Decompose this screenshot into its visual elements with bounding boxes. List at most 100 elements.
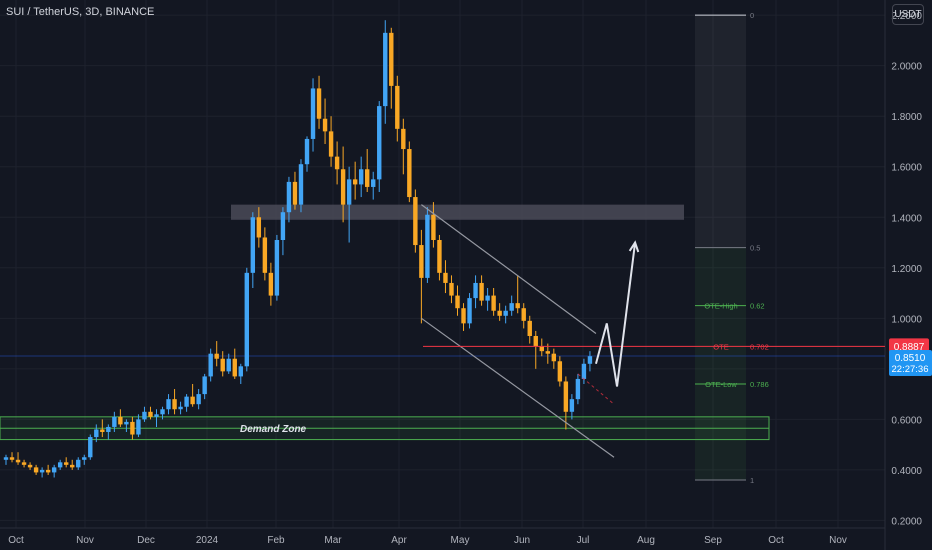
candle-body <box>407 149 412 198</box>
candle-body <box>497 310 502 316</box>
candle-body <box>401 128 406 150</box>
y-tick-label: 0.2000 <box>891 516 922 527</box>
candle-body <box>437 240 442 273</box>
fib-zone-upper <box>695 15 746 248</box>
candle-body <box>521 308 526 321</box>
candle-body <box>316 88 322 119</box>
fib-ratio-label: 0.62 <box>750 302 765 311</box>
candle-body <box>328 131 334 157</box>
candle-body <box>136 419 141 435</box>
x-tick-label: Nov <box>829 535 847 546</box>
ote-price-text: 0.8887 <box>894 342 925 353</box>
candle-body <box>431 214 436 240</box>
candle-body <box>491 295 496 311</box>
candle-body <box>9 457 15 460</box>
candle-body <box>51 467 57 473</box>
candle-body <box>545 351 550 354</box>
candle-body <box>39 469 45 473</box>
candle-body <box>557 361 563 382</box>
x-tick-label: Jun <box>514 535 530 546</box>
candle-body <box>172 399 177 410</box>
y-tick-label: 2.2000 <box>891 11 922 22</box>
candle-body <box>256 217 262 238</box>
countdown-text: 22:27:36 <box>892 364 929 375</box>
candle-body <box>286 181 292 213</box>
resistance-zone <box>231 204 684 220</box>
last-price-text: 0.8510 <box>895 353 926 364</box>
candle-body <box>274 240 280 296</box>
candle-body <box>533 336 538 347</box>
candle-body <box>563 381 569 412</box>
candle-body <box>124 421 129 425</box>
candle-body <box>473 282 478 299</box>
candle-body <box>154 414 159 417</box>
candle-body <box>94 429 99 438</box>
candle-body <box>389 32 394 86</box>
candle-body <box>21 462 27 465</box>
fib-ratio-label: 0 <box>750 11 754 20</box>
demand-zone-label: Demand Zone <box>240 424 307 435</box>
x-tick-label: Nov <box>76 535 94 546</box>
candle-body <box>352 179 358 185</box>
fib-ratio-label: 0.702 <box>750 342 769 351</box>
candle-body <box>479 282 484 301</box>
y-tick-label: 0.4000 <box>891 466 922 477</box>
fib-ratio-label: 0.5 <box>750 244 760 253</box>
candle-body <box>334 156 340 170</box>
y-tick-label: 2.0000 <box>891 62 922 73</box>
candle-body <box>208 353 213 377</box>
candle-body <box>298 164 304 205</box>
candle-body <box>395 85 400 129</box>
ote-price-badge <box>889 338 929 354</box>
candle-body <box>250 217 256 273</box>
candle-body <box>551 353 557 362</box>
candle-body <box>106 426 111 432</box>
y-tick-label: 1.0000 <box>891 314 922 325</box>
x-tick-label: Sep <box>704 535 722 546</box>
candle-body <box>443 272 448 283</box>
candle-body <box>142 411 147 420</box>
candle-body <box>220 358 225 372</box>
candle-body <box>268 272 274 296</box>
candle-body <box>70 464 75 468</box>
candle-body <box>148 411 153 417</box>
candle-body <box>57 462 63 468</box>
candle-body <box>340 169 346 205</box>
fib-level-label: OTE <box>713 342 728 351</box>
candle-body <box>310 88 316 139</box>
candle-body <box>449 282 454 296</box>
candle-body <box>244 272 249 367</box>
projection-dashed-line <box>577 373 615 405</box>
candle-body <box>467 298 472 324</box>
fib-level-label: OTE-High <box>704 302 737 311</box>
x-tick-label: 2024 <box>196 535 219 546</box>
candle-body <box>587 356 593 364</box>
x-tick-label: May <box>451 535 470 546</box>
candle-body <box>515 303 520 309</box>
candle-body <box>27 464 33 468</box>
candle-body <box>214 353 219 359</box>
x-tick-label: Feb <box>267 535 285 546</box>
candle-body <box>419 245 424 278</box>
y-tick-label: 0.6000 <box>891 415 922 426</box>
candle-body <box>509 303 514 311</box>
candle-body <box>539 346 544 352</box>
candle-body <box>485 295 490 301</box>
currency-button[interactable]: USDT <box>892 4 924 25</box>
y-tick-label: 1.2000 <box>891 264 922 275</box>
candle-body <box>88 437 93 458</box>
candle-body <box>322 118 328 132</box>
candle-body <box>33 467 39 473</box>
fib-level-label: OTE-Low <box>705 380 737 389</box>
x-tick-label: Oct <box>8 535 24 546</box>
candle-body <box>76 459 81 468</box>
fib-ratio-label: 0.786 <box>750 380 769 389</box>
candle-body <box>100 429 105 432</box>
channel-upper-line <box>421 204 597 334</box>
candle-body <box>425 214 430 278</box>
candle-body <box>262 237 268 273</box>
candle-body <box>15 459 21 463</box>
candle-body <box>280 212 286 240</box>
candle-body <box>358 169 364 185</box>
